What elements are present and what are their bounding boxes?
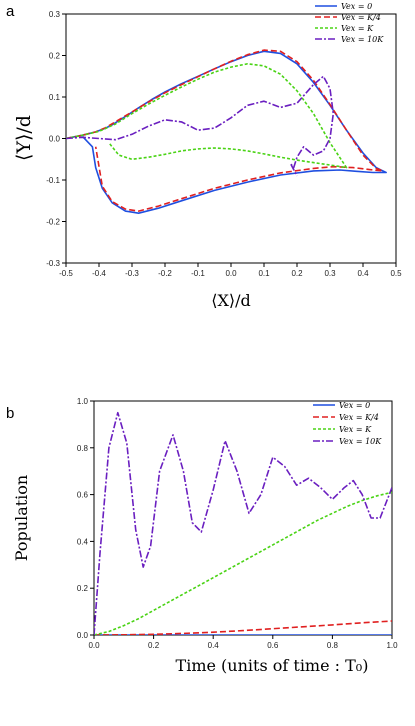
panel-b-ytick-label: 0.4 — [77, 537, 89, 546]
panel-a-legend-label-1: Vex = K/4 — [341, 13, 381, 22]
panel-a-series-line-2 — [66, 62, 348, 169]
panel-b-ytick-label: 0.2 — [77, 584, 89, 593]
panel-a-ytick-label: 0.2 — [49, 52, 61, 61]
panel-a-legend-label-3: Vex = 10K — [341, 35, 384, 44]
panel-b-ytick-label: 0.6 — [77, 491, 89, 500]
panel-b-series-line-3 — [94, 411, 392, 635]
panel-b-xlabel: Time (units of time : T₀) — [176, 656, 369, 675]
panel-a-series-line-1 — [66, 49, 384, 212]
panel-b-legend-label-0: Vex = 0 — [339, 401, 370, 410]
panel-a-series-line-3 — [66, 75, 335, 177]
panel-a-ylabel: ⟨Y⟩/d — [13, 115, 35, 161]
panel-a-ytick-label: -0.1 — [46, 176, 60, 185]
panel-b-xtick-label: 0.2 — [148, 641, 160, 650]
panel-a-xtick-label: -0.1 — [191, 269, 205, 278]
panel-a-ytick-label: -0.3 — [46, 259, 60, 268]
panel-b-xtick-label: 0.0 — [88, 641, 100, 650]
panel-a-xtick-label: -0.2 — [158, 269, 172, 278]
panel-b-legend-label-3: Vex = 10K — [339, 437, 382, 446]
panel-a-xlabel: ⟨X⟩/d — [211, 291, 251, 310]
panel-a-legend-label-0: Vex = 0 — [341, 2, 372, 11]
panel-b-xtick-label: 0.8 — [327, 641, 339, 650]
panel-b-series-line-1 — [94, 620, 392, 635]
panel-a-xtick-label: -0.3 — [125, 269, 139, 278]
panel-a-ytick-label: 0.0 — [49, 135, 61, 144]
panel-b-ylabel: Population — [12, 475, 31, 561]
panel-a-xtick-label: 0.3 — [324, 269, 336, 278]
panel-a-ytick-label: 0.1 — [49, 93, 61, 102]
panel-a-legend-label-2: Vex = K — [341, 24, 374, 33]
panel-a-frame — [65, 13, 397, 264]
panel-a-xtick-label: 0.4 — [357, 269, 369, 278]
panel-a-series-line-0 — [66, 50, 387, 214]
panel-a-xtick-label: 0.0 — [225, 269, 237, 278]
panel-b-ytick-label: 0.0 — [77, 631, 89, 640]
panel-a-xtick-label: 0.5 — [390, 269, 402, 278]
panel-b-xtick-label: 0.4 — [208, 641, 220, 650]
panel-b-legend-label-1: Vex = K/4 — [339, 413, 379, 422]
panel-a-xtick-label: -0.4 — [92, 269, 106, 278]
panel-a-ytick-label: 0.3 — [49, 10, 61, 19]
panel-b-xtick-label: 1.0 — [386, 641, 398, 650]
panel-a-xtick-label: 0.2 — [291, 269, 303, 278]
panel-b-xtick-label: 0.6 — [267, 641, 279, 650]
panel-a-xtick-label: -0.5 — [59, 269, 73, 278]
panel-b-ytick-label: 1.0 — [77, 397, 89, 406]
panel-a-xtick-label: 0.1 — [258, 269, 270, 278]
panel-b-series-line-2 — [94, 491, 392, 635]
panel-b-legend-label-2: Vex = K — [339, 425, 372, 434]
panel-a-label: a — [6, 3, 15, 20]
panel-b-ytick-label: 0.8 — [77, 444, 89, 453]
panel-b-label: b — [6, 405, 14, 422]
panel-a-ytick-label: -0.2 — [46, 218, 60, 227]
